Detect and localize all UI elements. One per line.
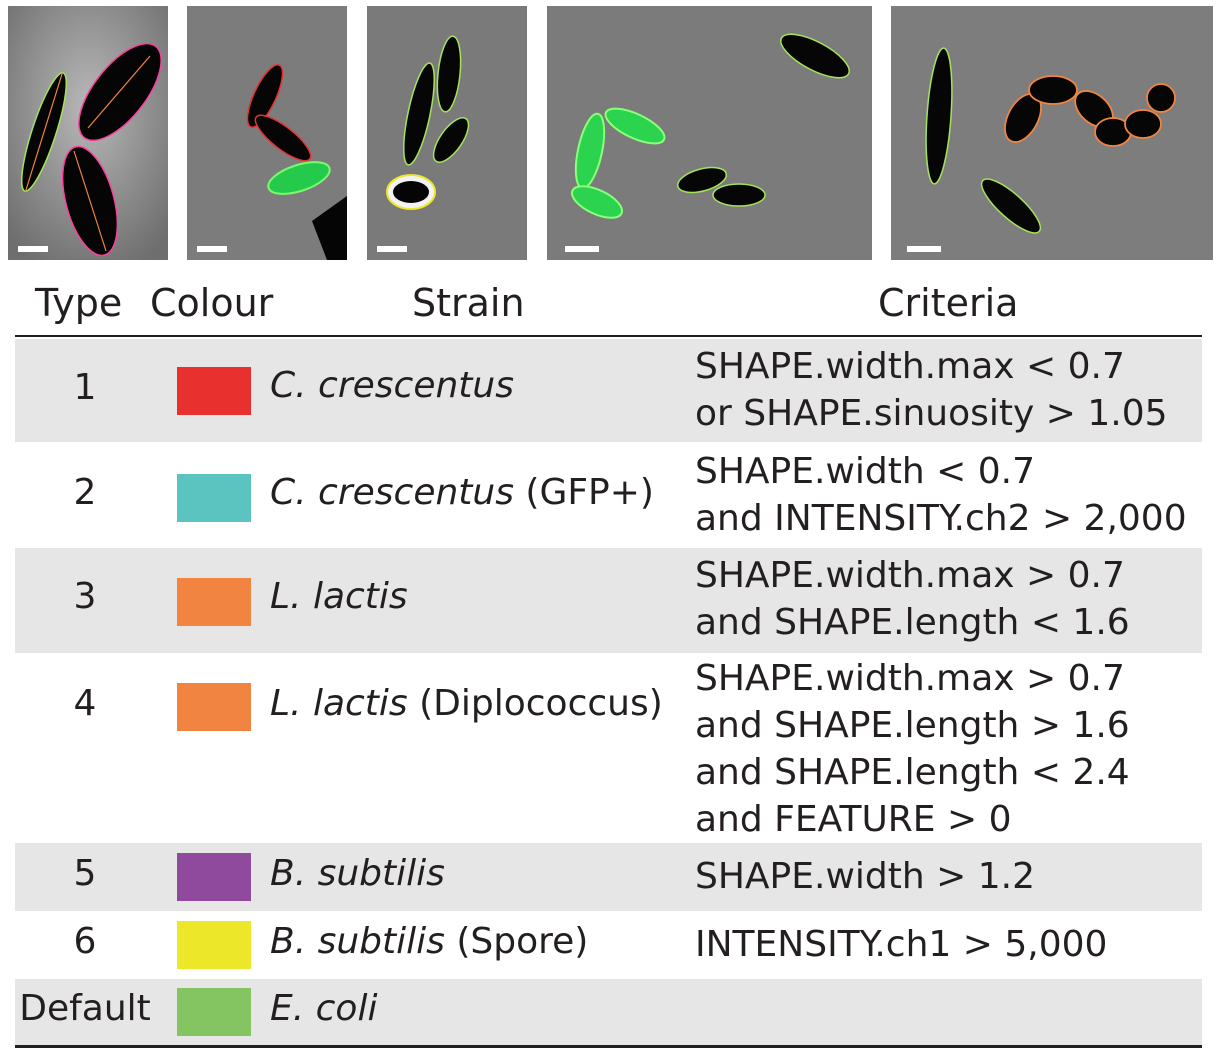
colour-swatch (177, 988, 251, 1036)
criteria-text: INTENSITY.ch1 > 5,000 (695, 924, 1108, 965)
strain-name: L. lactis (270, 576, 408, 617)
table-row: 5 B. subtilis SHAPE.width > 1.2 (15, 843, 1202, 911)
micrograph-panel-3 (367, 6, 527, 260)
colour-swatch (177, 474, 251, 522)
table-row: 3 L. lactis SHAPE.width.max > 0.7 and SHA… (15, 548, 1202, 653)
table-row: 2 C. crescentus (GFP+) SHAPE.width < 0.7… (15, 442, 1202, 548)
bottom-rule (15, 1045, 1202, 1048)
table-row: 1 C. crescentus SHAPE.width.max < 0.7 or … (15, 339, 1202, 442)
strain-name: C. crescentus (GFP+) (270, 472, 654, 513)
header-colour: Colour (150, 281, 274, 325)
table-row: 4 L. lactis (Diplococcus) SHAPE.width.ma… (15, 653, 1202, 843)
header-rule (15, 335, 1202, 337)
strain-name: E. coli (270, 988, 378, 1029)
type-value: Default (19, 988, 151, 1029)
colour-swatch (177, 683, 251, 731)
micrograph-panel-1 (8, 6, 168, 260)
type-value: 5 (73, 853, 97, 894)
type-value: 4 (73, 683, 97, 724)
criteria-text: SHAPE.width > 1.2 (695, 856, 1035, 897)
type-value: 1 (73, 367, 97, 408)
strain-name: L. lactis (Diplococcus) (270, 683, 663, 724)
colour-swatch (177, 921, 251, 969)
criteria-text: SHAPE.width < 0.7 and INTENSITY.ch2 > 2,0… (695, 451, 1187, 539)
micrograph-panel-5 (891, 6, 1213, 260)
strain-name: C. crescentus (270, 365, 514, 406)
type-value: 2 (73, 472, 97, 513)
header-type: Type (35, 281, 123, 325)
colour-swatch (177, 367, 251, 415)
criteria-text: SHAPE.width.max < 0.7 or SHAPE.sinuosity … (695, 346, 1168, 434)
type-value: 3 (73, 576, 97, 617)
colour-swatch (177, 578, 251, 626)
strain-name: B. subtilis (Spore) (270, 921, 589, 962)
header-strain: Strain (412, 281, 525, 325)
criteria-text: SHAPE.width.max > 0.7 and SHAPE.length < … (695, 555, 1130, 643)
header-criteria: Criteria (878, 281, 1019, 325)
micrograph-panel-4 (547, 6, 872, 260)
strain-name: B. subtilis (270, 853, 445, 894)
table-row: 6 B. subtilis (Spore) INTENSITY.ch1 > 5,… (15, 911, 1202, 979)
micrograph-panel-2 (187, 6, 347, 260)
colour-swatch (177, 853, 251, 901)
criteria-text: SHAPE.width.max > 0.7 and SHAPE.length > … (695, 658, 1130, 840)
table-row: Default E. coli (15, 979, 1202, 1045)
type-value: 6 (73, 921, 97, 962)
